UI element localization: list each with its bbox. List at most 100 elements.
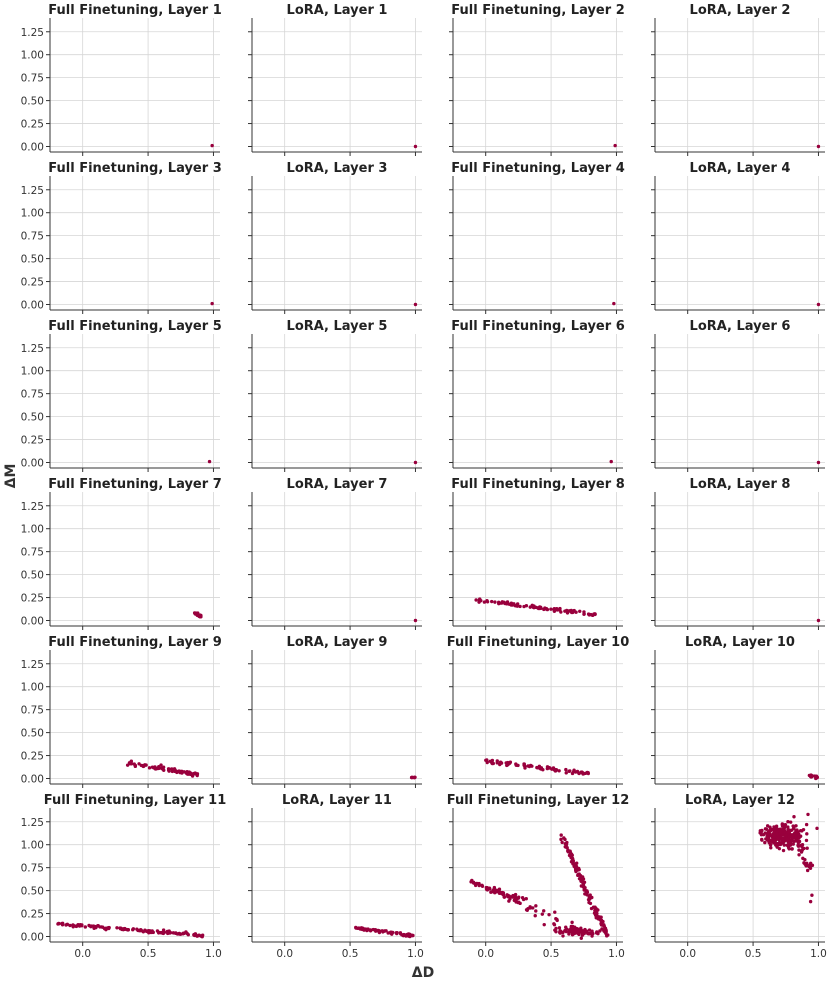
scatter-point (581, 877, 586, 881)
panel: LoRA, Layer 12 0.0 0.5 1.0 (651, 793, 827, 960)
scatter-point (482, 600, 487, 604)
scatter-point (524, 897, 528, 901)
scatter-point (567, 853, 572, 858)
scatter-point (570, 610, 574, 615)
scatter-point (89, 924, 93, 929)
scatter-points (807, 773, 820, 781)
scatter-point (360, 927, 364, 932)
y-tick-label: 1.00 (21, 840, 44, 852)
y-tick-label: 0.00 (21, 931, 44, 943)
scatter-point (559, 837, 563, 842)
scatter-point (781, 848, 786, 853)
scatter-point (613, 143, 617, 148)
panel-title: LoRA, Layer 9 (287, 635, 388, 650)
scatter-points (125, 759, 200, 778)
scatter-point (572, 608, 576, 613)
scatter-point (799, 849, 804, 853)
scatter-points (612, 301, 616, 306)
scatter-point (557, 926, 562, 930)
scatter-point (609, 459, 613, 464)
scatter-point (126, 927, 130, 932)
y-tick-label: 0.75 (21, 73, 44, 85)
scatter-point (409, 775, 414, 780)
scatter-point (567, 932, 571, 936)
scatter-point (499, 891, 504, 896)
scatter-point (578, 609, 582, 613)
scatter-point (173, 931, 178, 936)
panel: Full Finetuning, Layer 5 0.00 0.25 0.50 0.75… (21, 319, 222, 472)
scatter-point (485, 886, 489, 890)
scatter-point (534, 909, 538, 913)
scatter-point (527, 764, 532, 769)
scatter-point (576, 873, 580, 878)
scatter-point (71, 925, 75, 929)
scatter-point (515, 604, 519, 608)
scatter-point (477, 883, 481, 888)
scatter-point (412, 775, 416, 780)
scatter-point (769, 846, 773, 850)
scatter-point (499, 601, 504, 605)
scatter-point (804, 822, 809, 827)
scatter-point (572, 930, 576, 934)
scatter-points (816, 460, 821, 465)
scatter-point (540, 912, 545, 916)
scatter-point (561, 934, 565, 938)
scatter-point (354, 925, 358, 930)
scatter-point (507, 899, 511, 903)
scatter-point (150, 765, 155, 769)
scatter-point (530, 604, 534, 608)
scatter-points (613, 143, 617, 148)
scatter-point (522, 762, 526, 766)
panel: LoRA, Layer 2 (651, 3, 825, 156)
scatter-point (779, 829, 783, 833)
scatter-point (118, 926, 123, 930)
scatter-point (210, 301, 214, 306)
y-tick-label: 0.50 (21, 412, 44, 424)
scatter-point (365, 928, 369, 933)
y-tick-label: 1.25 (21, 185, 44, 197)
scatter-point (816, 302, 821, 307)
panel: Full Finetuning, Layer 11 0.00 0.25 0.50 0.7… (21, 793, 227, 960)
scatter-point (786, 825, 790, 829)
scatter-point (473, 882, 477, 886)
scatter-point (552, 607, 556, 611)
scatter-point (192, 933, 196, 937)
panel: Full Finetuning, Layer 1 0.00 0.25 0.50 0.75… (21, 3, 222, 156)
scatter-point (802, 846, 806, 851)
y-axis-label: ΔM (3, 464, 19, 489)
scatter-point (792, 815, 796, 819)
scatter-point (557, 769, 561, 773)
scatter-point (786, 820, 790, 824)
y-tick-label: 1.00 (21, 208, 44, 220)
panel: LoRA, Layer 11 0.0 0.5 1.0 (248, 793, 424, 960)
x-tick-label: 1.0 (205, 948, 222, 960)
scatter-point (808, 861, 813, 866)
scatter-point (805, 846, 809, 850)
scatter-point (373, 928, 378, 932)
y-tick-label: 1.00 (21, 366, 44, 378)
scatter-point (553, 910, 557, 914)
scatter-points (210, 301, 214, 306)
scatter-point (595, 911, 599, 916)
scatter-point (539, 767, 543, 771)
scatter-point (570, 857, 575, 862)
scatter-point (572, 768, 576, 772)
scatter-point (578, 877, 583, 882)
scatter-point (398, 932, 403, 936)
scatter-point (587, 894, 591, 898)
y-tick-label: 1.25 (21, 501, 44, 513)
scatter-point (170, 769, 175, 774)
scatter-point (121, 927, 125, 931)
scatter-point (153, 765, 157, 769)
scatter-point (125, 763, 130, 767)
x-tick-label: 0.0 (477, 948, 494, 960)
panel: Full Finetuning, Layer 9 0.00 0.25 0.50 0.75… (21, 635, 222, 788)
scatter-point (575, 769, 580, 774)
y-tick-label: 0.25 (21, 593, 44, 605)
scatter-point (542, 922, 546, 927)
scatter-point (775, 831, 779, 836)
panel-title: Full Finetuning, Layer 1 (48, 3, 221, 18)
y-tick-label: 0.75 (21, 863, 44, 875)
panel-title: Full Finetuning, Layer 8 (451, 477, 624, 492)
scatter-point (791, 842, 795, 846)
